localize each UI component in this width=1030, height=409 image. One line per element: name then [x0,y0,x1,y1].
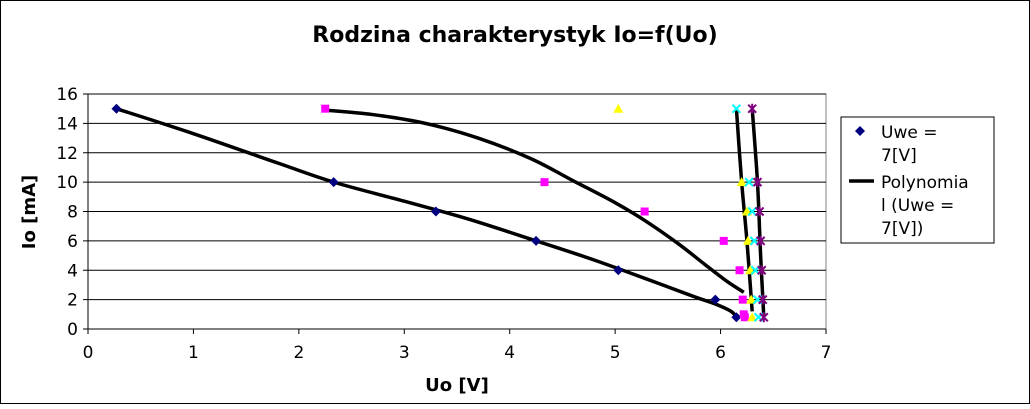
series-1-point [613,265,624,276]
legend-label-1-line: 7[V] [881,146,917,166]
x-tick-label: 6 [715,343,726,363]
trendline-2 [325,108,745,294]
series-1-point [430,206,441,217]
series-3-point [746,294,757,304]
y-tick-label: 8 [67,203,78,223]
legend-label-2-line: Polynomia [881,173,969,193]
series-3-point [736,177,747,187]
series-4-point [747,206,757,217]
y-tick-label: 6 [67,232,78,252]
legend-label-2-line: 7[V]) [881,219,923,239]
x-tick-label: 7 [821,343,832,363]
series-5-point [755,235,766,246]
x-tick-label: 1 [188,343,199,363]
y-tick-label: 12 [56,144,78,164]
series-2-point [640,207,649,216]
series-2-point [321,104,330,113]
series-4-point [731,103,742,114]
series-5-point [747,103,757,114]
legend: Uwe = 7[V] Polynomia l (Uwe = 7[V]) [840,116,995,244]
y-tick-label: 4 [67,261,78,281]
y-axis-title: Io [mA] [19,175,40,249]
legend-label-2-line: l (Uwe = [881,196,954,216]
series-4-point [744,177,754,187]
series-3-point [742,235,753,245]
series-2-point [719,236,728,245]
series-5-point [759,312,769,323]
legend-label-1-line: Uwe = [881,123,937,143]
y-tick-label: 2 [67,291,78,311]
series-1-point [710,294,721,305]
y-tick-label: 10 [56,173,78,193]
series-2-point [540,178,549,187]
series-1-point [531,235,542,246]
x-tick-label: 5 [610,343,621,363]
x-tick-label: 0 [83,343,94,363]
x-tick-label: 4 [504,343,515,363]
data-points [111,103,769,323]
series-1-point [111,103,122,114]
x-axis-title: Uo [V] [425,375,489,396]
y-tick-label: 14 [56,114,78,134]
x-tick-label: 2 [293,343,304,363]
series-3-point [613,103,624,113]
chart-title: Rodzina charakterystyk Io=f(Uo) [312,23,717,48]
series-3-point [747,312,758,322]
y-tick-label: 0 [67,320,78,340]
series-5-point [754,206,765,217]
series-2-point [740,313,749,322]
series-1-point [731,312,742,323]
axes [83,93,827,334]
series-2-point [738,295,747,304]
x-tick-label: 3 [399,343,410,363]
series-1-point [328,177,339,188]
grid-lines [88,93,826,301]
legend-marker-diamond [855,126,865,136]
series-5-point [758,294,768,305]
series-5-point [756,265,767,276]
y-tick-label: 16 [56,85,78,105]
series-2-point [735,266,744,275]
series-5-point [752,177,763,188]
